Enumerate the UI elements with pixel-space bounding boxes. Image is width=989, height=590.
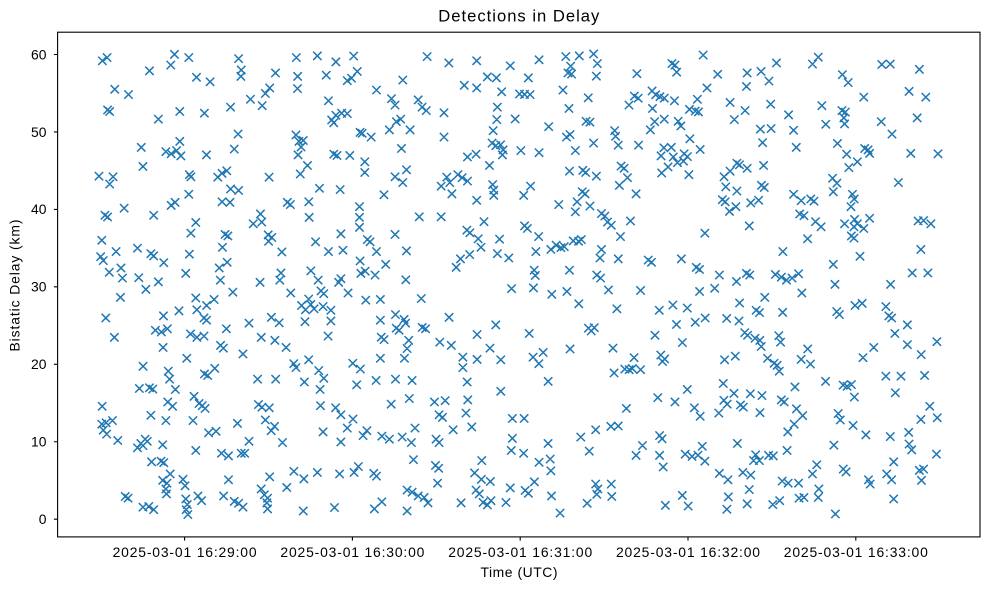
svg-text:60: 60	[31, 46, 47, 62]
svg-text:30: 30	[31, 279, 47, 295]
svg-text:2025-03-01 16:33:00: 2025-03-01 16:33:00	[784, 544, 928, 560]
svg-text:20: 20	[31, 356, 47, 372]
svg-text:Detections in Delay: Detections in Delay	[438, 7, 600, 26]
svg-text:0: 0	[39, 511, 47, 527]
svg-text:Bistatic Delay (km): Bistatic Delay (km)	[6, 220, 22, 352]
svg-text:40: 40	[31, 201, 47, 217]
svg-text:2025-03-01 16:31:00: 2025-03-01 16:31:00	[448, 544, 592, 560]
svg-text:2025-03-01 16:30:00: 2025-03-01 16:30:00	[280, 544, 424, 560]
svg-text:50: 50	[31, 124, 47, 140]
svg-text:Time (UTC): Time (UTC)	[481, 564, 558, 580]
svg-text:2025-03-01 16:29:00: 2025-03-01 16:29:00	[113, 544, 257, 560]
svg-text:10: 10	[31, 434, 47, 450]
svg-text:2025-03-01 16:32:00: 2025-03-01 16:32:00	[616, 544, 760, 560]
